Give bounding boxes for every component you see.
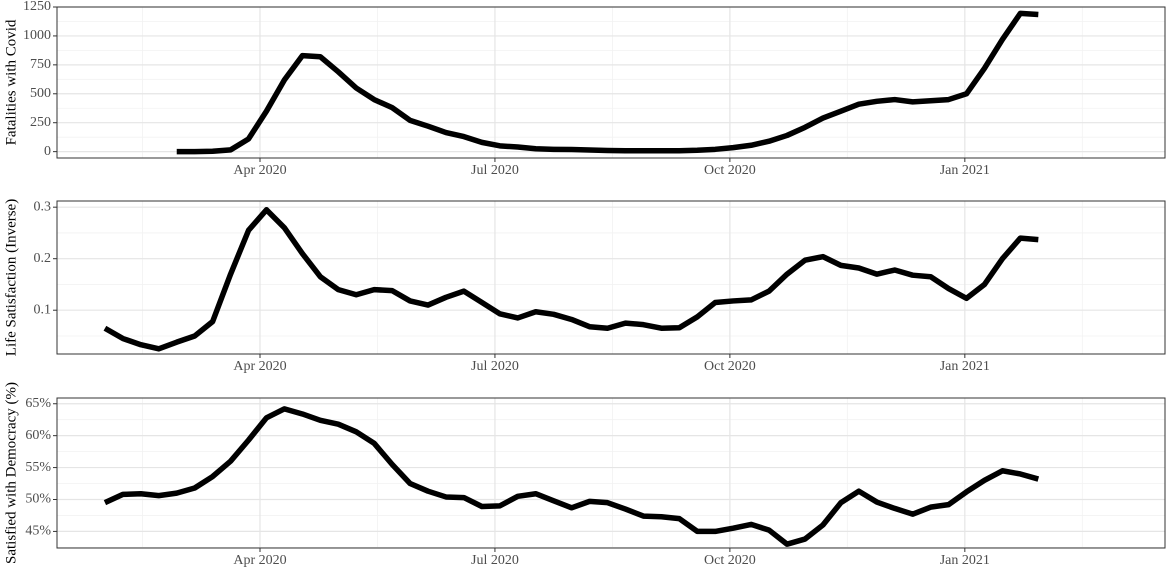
x-tick-label: Oct 2020 xyxy=(704,359,756,374)
y-tick-label: 60% xyxy=(25,428,51,443)
y-tick-label: 250 xyxy=(30,115,51,130)
y-tick-label: 500 xyxy=(30,86,51,101)
x-tick-label: Oct 2020 xyxy=(704,163,756,178)
plot-background xyxy=(57,201,1165,354)
plot-background xyxy=(57,7,1165,158)
y-tick-label: 0.2 xyxy=(34,251,52,266)
data-line xyxy=(103,406,1040,547)
y-tick-label: 1250 xyxy=(23,0,51,14)
plot-border xyxy=(56,397,1166,549)
y-tick-label: 50% xyxy=(25,492,51,507)
y-axis-title: Fatalities with Covid xyxy=(3,19,19,145)
plot-border xyxy=(56,200,1166,355)
x-tick-label: Jan 2021 xyxy=(940,359,990,374)
y-tick-label: 1000 xyxy=(23,28,51,43)
y-tick-label: 0 xyxy=(44,144,51,159)
plot-background xyxy=(57,398,1165,548)
y-tick-label: 750 xyxy=(30,57,51,72)
panel: Apr 2020 Jul 2020 Oct 2020 Jan 2021 0.1 0.2 0.… xyxy=(3,199,1166,374)
panel: Apr 2020 Jul 2020 Oct 2020 Jan 2021 45% 50% 55… xyxy=(3,382,1166,568)
x-tick-label: Apr 2020 xyxy=(233,359,286,374)
y-tick-label: 65% xyxy=(25,396,51,411)
plot-border xyxy=(56,6,1166,159)
y-tick-label: 55% xyxy=(25,460,51,475)
x-tick-label: Apr 2020 xyxy=(233,163,286,178)
y-tick-label: 0.3 xyxy=(34,199,52,214)
x-tick-label: Jul 2020 xyxy=(471,359,519,374)
panel: Apr 2020 Jul 2020 Oct 2020 Jan 2021 0 250 500 7… xyxy=(3,0,1166,178)
y-axis-title: Life Satisfaction (Inverse) xyxy=(3,199,19,356)
data-line xyxy=(103,207,1039,352)
x-tick-label: Jul 2020 xyxy=(471,553,519,568)
data-line xyxy=(176,10,1039,155)
y-tick-label: 45% xyxy=(25,524,51,539)
x-tick-label: Jul 2020 xyxy=(471,163,519,178)
x-tick-label: Jan 2021 xyxy=(940,163,990,178)
x-tick-label: Jan 2021 xyxy=(940,553,990,568)
x-tick-label: Oct 2020 xyxy=(704,553,756,568)
y-axis-title: Satisfied with Democracy (%) xyxy=(3,382,19,564)
y-tick-label: 0.1 xyxy=(34,302,52,317)
x-tick-label: Apr 2020 xyxy=(233,553,286,568)
